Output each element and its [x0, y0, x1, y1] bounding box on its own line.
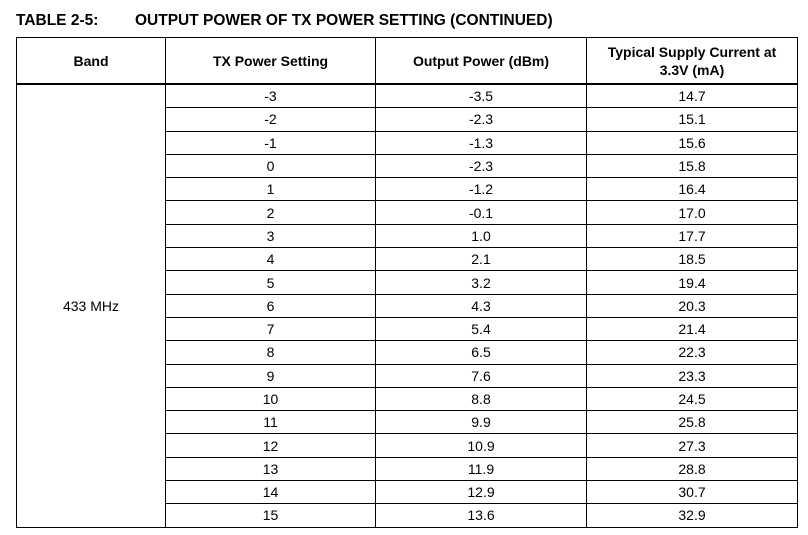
output-power-cell: -2.3 [375, 107, 587, 132]
table-row: 0 -2.3 15.8 [17, 153, 798, 179]
output-power-cell: -1.2 [375, 177, 587, 202]
supply-current-cell: 25.8 [586, 410, 798, 435]
tx-power-setting-cell: 2 [165, 200, 376, 225]
table-row: 13 11.9 28.8 [17, 456, 798, 482]
supply-current-cell: 15.1 [586, 107, 798, 132]
output-power-cell: 6.5 [375, 340, 587, 365]
supply-current-cell: 19.4 [586, 270, 798, 295]
output-power-cell: -3.5 [375, 83, 587, 109]
tx-power-setting-cell: 1 [165, 177, 376, 202]
supply-current-cell: 30.7 [586, 480, 798, 505]
supply-current-cell: 17.7 [586, 223, 798, 249]
supply-current-cell: 15.6 [586, 130, 798, 155]
supply-current-cell: 23.3 [586, 363, 798, 388]
tx-power-setting-cell: 15 [165, 503, 376, 528]
output-power-cell: 7.6 [375, 363, 587, 388]
tx-power-setting-cell: 3 [165, 223, 376, 249]
tx-power-setting-cell: 13 [165, 456, 376, 482]
supply-current-cell: 18.5 [586, 247, 798, 272]
supply-current-cell: 24.5 [586, 386, 798, 412]
tx-power-table: Band TX Power Setting Output Power (dBm)… [16, 37, 798, 528]
supply-current-cell: 16.4 [586, 177, 798, 202]
header-row: Band TX Power Setting Output Power (dBm)… [16, 37, 798, 85]
table-row: 433 MHz -3 -3.5 14.7 [16, 83, 798, 528]
output-power-cell: -0.1 [375, 200, 587, 225]
tx-power-setting-cell: -3 [165, 83, 376, 109]
output-power-cell: 4.3 [375, 293, 587, 318]
tx-power-setting-cell: 5 [165, 270, 376, 295]
supply-current-cell: 28.8 [586, 456, 798, 482]
output-power-cell: 12.9 [375, 480, 587, 505]
table-row: 7 5.4 21.4 [17, 316, 798, 342]
tx-power-setting-cell: 12 [165, 433, 376, 458]
table-row: -1 -1.3 15.6 [17, 130, 798, 155]
table-row: 3 1.0 17.7 [17, 223, 798, 249]
output-power-cell: 1.0 [375, 223, 587, 249]
supply-current-cell: 27.3 [586, 433, 798, 458]
tx-power-setting-cell: 9 [165, 363, 376, 388]
supply-current-cell: 20.3 [586, 293, 798, 318]
supply-current-cell: 17.0 [586, 200, 798, 225]
header-supply-current-text: Typical Supply Current at 3.3V (mA) [607, 43, 777, 78]
output-power-cell: 9.9 [375, 410, 587, 435]
tx-power-setting-cell: 11 [165, 410, 376, 435]
supply-current-cell: 32.9 [586, 503, 798, 528]
table-body: 433 MHz -3 -3.5 14.7 -2 -2.3 15.1 -1 -1.3 15.6 0 -2… [16, 83, 798, 528]
band-cell: 433 MHz [16, 83, 166, 528]
table-row: -2 -2.3 15.1 [17, 107, 798, 132]
header-supply-current: Typical Supply Current at 3.3V (mA) [586, 37, 798, 85]
table-row: 15 13.6 32.9 [17, 503, 798, 528]
table-row: 5 3.2 19.4 [17, 270, 798, 295]
table-row: 1 -1.2 16.4 [17, 177, 798, 202]
header-output-power: Output Power (dBm) [375, 37, 587, 85]
output-power-cell: 13.6 [375, 503, 587, 528]
output-power-cell: 11.9 [375, 456, 587, 482]
output-power-cell: 10.9 [375, 433, 587, 458]
table-title: OUTPUT POWER OF TX POWER SETTING (CONTIN… [135, 12, 553, 29]
table-caption: TABLE 2-5: OUTPUT POWER OF TX POWER SETTI… [16, 12, 553, 32]
output-power-cell: 8.8 [375, 386, 587, 412]
tx-power-setting-cell: 4 [165, 247, 376, 272]
tx-power-setting-cell: 6 [165, 293, 376, 318]
table-row: 6 4.3 20.3 [17, 293, 798, 318]
output-power-cell: 2.1 [375, 247, 587, 272]
table-number: TABLE 2-5: [16, 12, 99, 29]
supply-current-cell: 14.7 [586, 83, 798, 109]
output-power-cell: -2.3 [375, 153, 587, 179]
table-row: 10 8.8 24.5 [17, 386, 798, 412]
header-band: Band [16, 37, 166, 85]
supply-current-cell: 21.4 [586, 316, 798, 342]
table-row: 11 9.9 25.8 [17, 410, 798, 435]
table-row: 4 2.1 18.5 [17, 247, 798, 272]
tx-power-setting-cell: -2 [165, 107, 376, 132]
output-power-cell: 5.4 [375, 316, 587, 342]
tx-power-setting-cell: 10 [165, 386, 376, 412]
output-power-cell: -1.3 [375, 130, 587, 155]
supply-current-cell: 22.3 [586, 340, 798, 365]
table-row: 12 10.9 27.3 [17, 433, 798, 458]
tx-power-setting-cell: -1 [165, 130, 376, 155]
tx-power-setting-cell: 0 [165, 153, 376, 179]
tx-power-setting-cell: 14 [165, 480, 376, 505]
output-power-cell: 3.2 [375, 270, 587, 295]
tx-power-setting-cell: 8 [165, 340, 376, 365]
tx-power-setting-cell: 7 [165, 316, 376, 342]
supply-current-cell: 15.8 [586, 153, 798, 179]
header-tx-power-setting: TX Power Setting [165, 37, 376, 85]
table-row: 8 6.5 22.3 [17, 340, 798, 365]
